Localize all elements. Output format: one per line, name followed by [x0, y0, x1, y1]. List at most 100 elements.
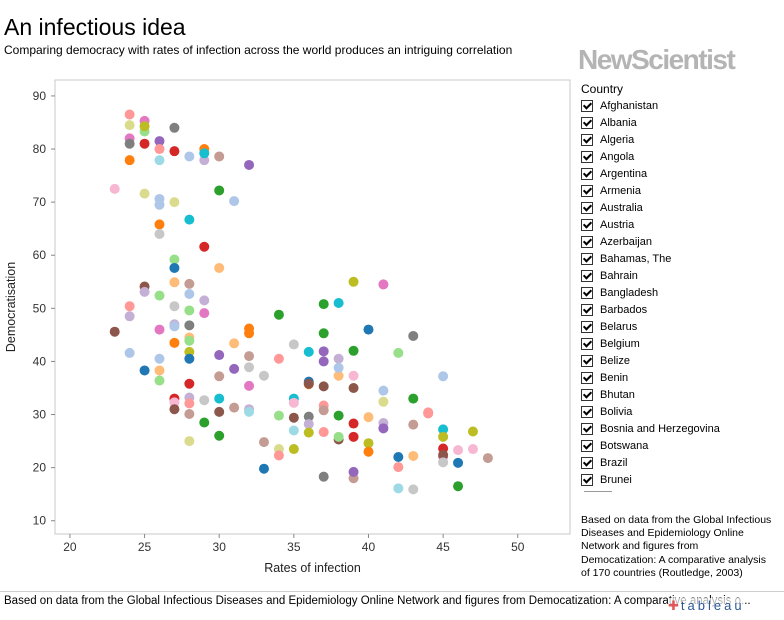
data-point[interactable]: [363, 438, 374, 449]
data-point[interactable]: [438, 424, 449, 435]
checkbox[interactable]: [581, 388, 593, 401]
data-point[interactable]: [244, 159, 255, 170]
chart-points[interactable]: [109, 109, 493, 495]
legend-item[interactable]: Afghanistan: [581, 97, 781, 114]
data-point[interactable]: [438, 371, 449, 382]
data-point[interactable]: [482, 453, 493, 464]
data-point[interactable]: [258, 370, 269, 381]
data-point[interactable]: [408, 330, 419, 341]
data-point[interactable]: [169, 277, 180, 288]
data-point[interactable]: [318, 381, 329, 392]
data-point[interactable]: [169, 146, 180, 157]
data-point[interactable]: [199, 155, 210, 166]
checkbox[interactable]: [581, 371, 593, 384]
data-point[interactable]: [169, 122, 180, 133]
data-point[interactable]: [154, 219, 165, 230]
legend-item[interactable]: Bhutan: [581, 386, 781, 403]
data-point[interactable]: [184, 346, 195, 357]
data-point[interactable]: [169, 337, 180, 348]
data-point[interactable]: [348, 370, 359, 381]
data-point[interactable]: [139, 138, 150, 149]
data-point[interactable]: [273, 410, 284, 421]
data-point[interactable]: [423, 408, 434, 419]
data-point[interactable]: [229, 338, 240, 349]
checkbox[interactable]: [581, 303, 593, 316]
data-point[interactable]: [333, 431, 344, 442]
data-point[interactable]: [124, 155, 135, 166]
data-point[interactable]: [184, 214, 195, 225]
data-point[interactable]: [467, 426, 478, 437]
checkbox[interactable]: [581, 116, 593, 129]
data-point[interactable]: [229, 363, 240, 374]
data-point[interactable]: [288, 425, 299, 436]
data-point[interactable]: [124, 347, 135, 358]
data-point[interactable]: [393, 452, 404, 463]
data-point[interactable]: [184, 408, 195, 419]
data-point[interactable]: [303, 346, 314, 357]
tableau-logo[interactable]: ✚ tableau: [668, 598, 745, 614]
data-point[interactable]: [333, 362, 344, 373]
country-legend[interactable]: Afghanistan Albania Algeria Angola Argentina…: [581, 97, 781, 490]
data-point[interactable]: [244, 380, 255, 391]
data-point[interactable]: [318, 328, 329, 339]
data-point[interactable]: [438, 457, 449, 468]
checkbox[interactable]: [581, 218, 593, 231]
data-point[interactable]: [139, 188, 150, 199]
data-point[interactable]: [273, 450, 284, 461]
data-point[interactable]: [408, 484, 419, 495]
data-point[interactable]: [214, 406, 225, 417]
data-point[interactable]: [169, 254, 180, 265]
data-point[interactable]: [184, 335, 195, 346]
data-point[interactable]: [258, 437, 269, 448]
data-point[interactable]: [154, 144, 165, 155]
legend-item[interactable]: Belarus: [581, 318, 781, 335]
data-point[interactable]: [258, 463, 269, 474]
data-point[interactable]: [318, 356, 329, 367]
data-point[interactable]: [199, 295, 210, 306]
data-point[interactable]: [393, 462, 404, 473]
data-point[interactable]: [244, 362, 255, 373]
data-point[interactable]: [169, 197, 180, 208]
data-point[interactable]: [333, 298, 344, 309]
data-point[interactable]: [214, 430, 225, 441]
data-point[interactable]: [453, 445, 464, 456]
checkbox[interactable]: [581, 422, 593, 435]
data-point[interactable]: [378, 279, 389, 290]
checkbox[interactable]: [581, 150, 593, 163]
data-point[interactable]: [154, 228, 165, 239]
data-point[interactable]: [154, 353, 165, 364]
data-point[interactable]: [348, 345, 359, 356]
data-point[interactable]: [169, 321, 180, 332]
data-point[interactable]: [303, 411, 314, 422]
data-point[interactable]: [154, 365, 165, 376]
data-point[interactable]: [154, 136, 165, 147]
legend-item[interactable]: Bahamas, The: [581, 250, 781, 267]
data-point[interactable]: [318, 471, 329, 482]
data-point[interactable]: [244, 351, 255, 362]
checkbox[interactable]: [581, 405, 593, 418]
data-point[interactable]: [184, 378, 195, 389]
data-point[interactable]: [169, 404, 180, 415]
data-point[interactable]: [124, 109, 135, 120]
data-point[interactable]: [214, 151, 225, 162]
data-point[interactable]: [348, 466, 359, 477]
data-point[interactable]: [214, 262, 225, 273]
checkbox[interactable]: [581, 133, 593, 146]
data-point[interactable]: [184, 305, 195, 316]
legend-item[interactable]: Belize: [581, 352, 781, 369]
data-point[interactable]: [244, 406, 255, 417]
legend-item[interactable]: Bosnia and Herzegovina: [581, 420, 781, 437]
legend-item[interactable]: Barbados: [581, 301, 781, 318]
data-point[interactable]: [184, 288, 195, 299]
data-point[interactable]: [453, 481, 464, 492]
data-point[interactable]: [288, 444, 299, 455]
data-point[interactable]: [214, 350, 225, 361]
checkbox[interactable]: [581, 269, 593, 282]
checkbox[interactable]: [581, 167, 593, 180]
legend-item[interactable]: Brazil: [581, 454, 781, 471]
data-point[interactable]: [229, 196, 240, 207]
data-point[interactable]: [109, 183, 120, 194]
data-point[interactable]: [363, 324, 374, 335]
data-point[interactable]: [214, 185, 225, 196]
data-point[interactable]: [453, 457, 464, 468]
